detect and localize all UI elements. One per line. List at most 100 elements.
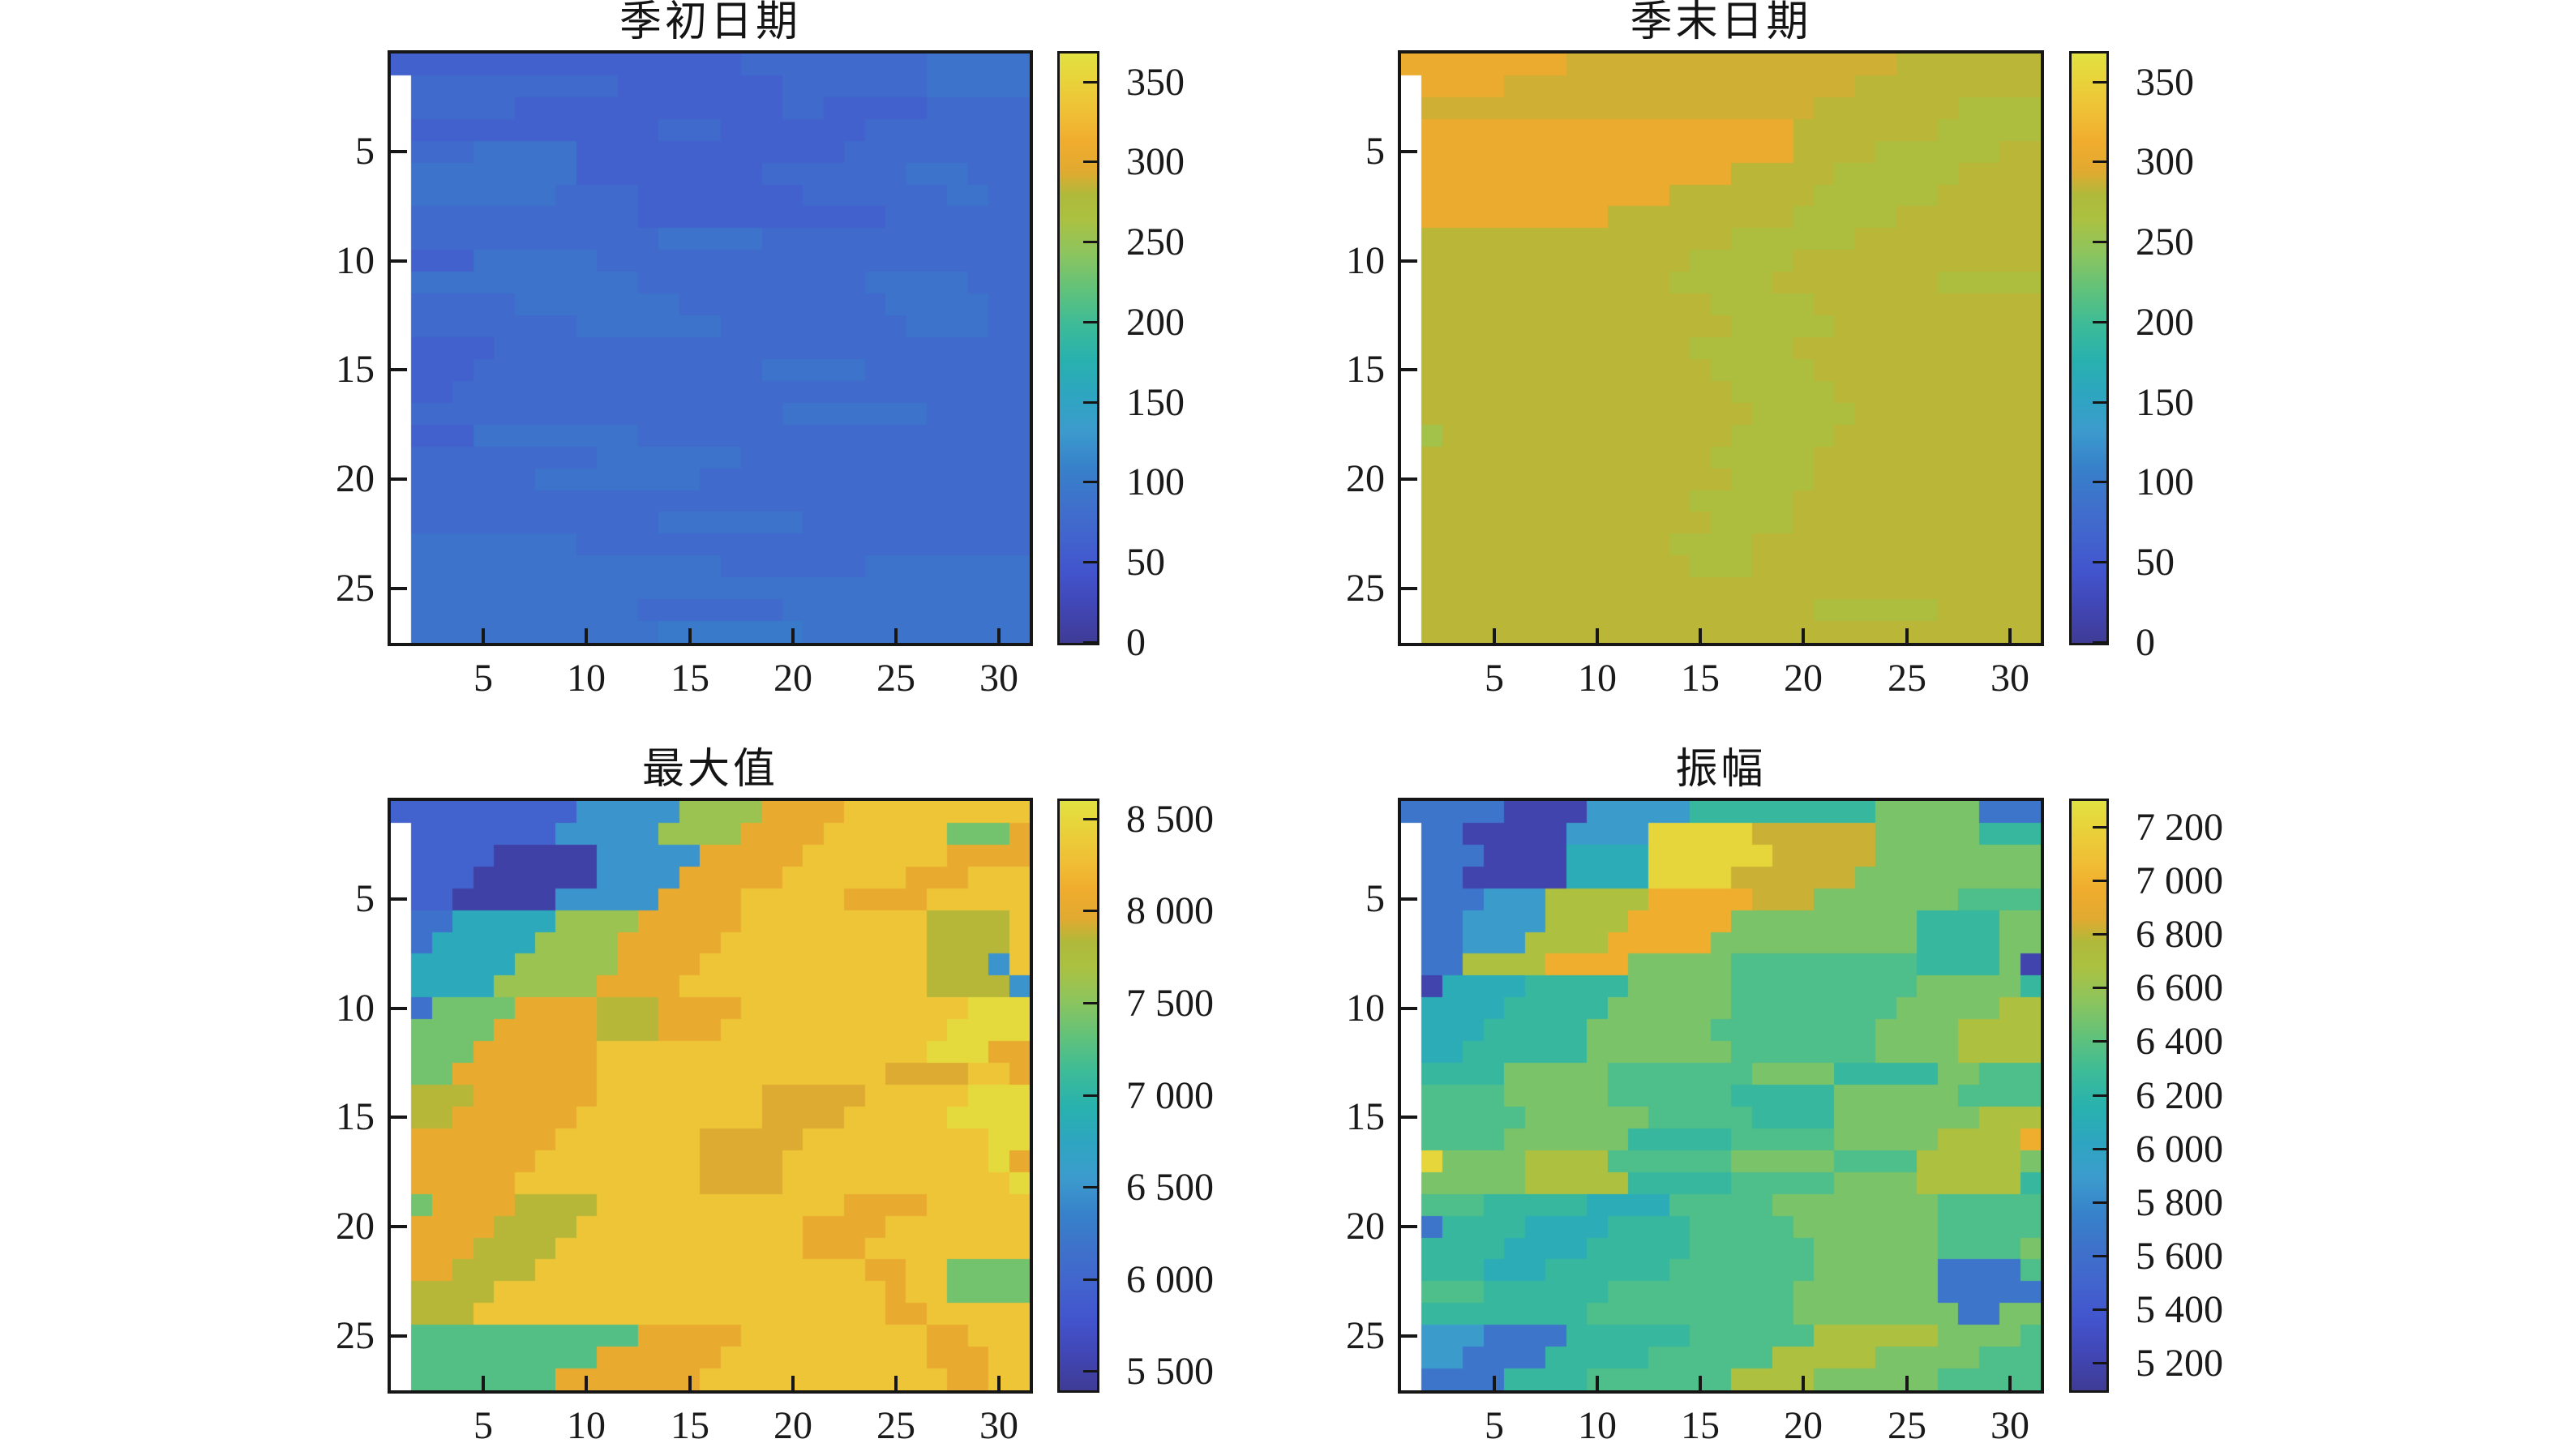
x-axis-tick	[1596, 1376, 1599, 1390]
x-tick-label: 25	[876, 1404, 915, 1447]
colorbar-tick	[1083, 241, 1097, 243]
colorbar-tick	[2093, 321, 2106, 323]
y-axis-tick	[1401, 587, 1417, 590]
colorbar-tick	[1083, 910, 1097, 912]
y-axis-tick	[1401, 897, 1417, 901]
colorbar-tick-label: 7 200	[2136, 806, 2223, 849]
y-tick-label: 20	[336, 457, 375, 500]
heatmap-cells-canvas	[391, 54, 1030, 643]
colorbar-tick	[1083, 161, 1097, 163]
colorbar-tick-label: 7 000	[1126, 1074, 1214, 1117]
x-tick-label: 30	[979, 1404, 1018, 1447]
y-axis-tick	[391, 587, 407, 590]
colorbar	[1057, 51, 1099, 645]
colorbar-tick	[1083, 1370, 1097, 1372]
y-axis-tick	[1401, 259, 1417, 263]
x-axis-tick	[894, 1376, 898, 1390]
colorbar-tick	[2093, 880, 2106, 882]
colorbar-tick-label: 6 400	[2136, 1020, 2223, 1063]
x-axis-tick	[791, 1376, 795, 1390]
x-axis-tick	[2008, 1376, 2012, 1390]
colorbar-tick-label: 200	[2136, 301, 2194, 344]
colorbar-tick	[2093, 241, 2106, 243]
x-axis-tick	[997, 1376, 1001, 1390]
colorbar-tick	[2093, 933, 2106, 936]
y-axis-tick	[391, 259, 407, 263]
y-axis-tick	[391, 1116, 407, 1119]
colorbar-tick-label: 7 000	[2136, 859, 2223, 902]
colorbar-tick-label: 5 200	[2136, 1342, 2223, 1385]
colorbar-tick-label: 250	[2136, 221, 2194, 263]
colorbar-tick	[1083, 401, 1097, 404]
x-tick-label: 5	[474, 1404, 493, 1447]
colorbar-tick-label: 300	[2136, 140, 2194, 183]
y-axis-tick	[1401, 1007, 1417, 1010]
x-tick-label: 10	[1578, 657, 1617, 700]
x-tick-label: 10	[1578, 1404, 1617, 1447]
colorbar-tick-label: 250	[1126, 221, 1185, 263]
colorbar-tick-label: 350	[1126, 61, 1185, 104]
colorbar-tick	[2093, 641, 2106, 644]
x-axis-tick	[482, 1376, 485, 1390]
colorbar-tick-label: 5 600	[2136, 1235, 2223, 1278]
x-tick-label: 25	[876, 657, 915, 700]
colorbar-tick	[1083, 321, 1097, 323]
heatmap-cells-canvas	[1401, 54, 2041, 643]
colorbar-tick-label: 150	[2136, 381, 2194, 424]
colorbar-tick	[2093, 161, 2106, 163]
colorbar-tick-label: 150	[1126, 381, 1185, 424]
x-axis-tick	[2008, 628, 2012, 643]
colorbar-tick	[2093, 1040, 2106, 1043]
y-tick-label: 25	[1346, 1314, 1385, 1357]
colorbar-tick-label: 6 200	[2136, 1074, 2223, 1117]
x-axis-tick	[585, 1376, 588, 1390]
heatmap-area	[1398, 798, 2044, 1394]
y-tick-label: 15	[1346, 348, 1385, 391]
colorbar-tick-label: 5 500	[1126, 1350, 1214, 1393]
colorbar-tick-label: 5 800	[2136, 1181, 2223, 1224]
x-tick-label: 5	[1485, 657, 1504, 700]
plot-title: 最大值	[641, 747, 778, 793]
x-tick-label: 20	[773, 1404, 812, 1447]
x-tick-label: 20	[773, 657, 812, 700]
colorbar-tick-label: 7 500	[1126, 982, 1214, 1025]
colorbar	[2069, 799, 2109, 1393]
colorbar-tick-label: 8 000	[1126, 889, 1214, 932]
x-tick-label: 15	[671, 1404, 709, 1447]
colorbar	[1057, 799, 1099, 1393]
heatmap-area	[1398, 50, 2044, 646]
y-tick-label: 5	[1365, 130, 1385, 173]
y-axis-tick	[1401, 1225, 1417, 1228]
y-axis-tick	[391, 1007, 407, 1010]
plot-title: 季末日期	[1630, 0, 1812, 45]
x-tick-label: 15	[671, 657, 709, 700]
colorbar-tick-label: 0	[1126, 621, 1146, 664]
x-axis-tick	[1493, 1376, 1496, 1390]
colorbar-tick-label: 200	[1126, 301, 1185, 344]
y-tick-label: 25	[1346, 567, 1385, 610]
y-tick-label: 10	[336, 239, 375, 282]
x-axis-tick	[1802, 1376, 1805, 1390]
colorbar-tick	[1083, 1278, 1097, 1281]
x-tick-label: 10	[567, 657, 606, 700]
y-axis-tick	[391, 1225, 407, 1228]
colorbar-tick	[2093, 1362, 2106, 1364]
y-tick-label: 20	[336, 1205, 375, 1248]
y-axis-tick	[1401, 150, 1417, 153]
colorbar-tick	[2093, 401, 2106, 404]
x-axis-tick	[791, 628, 795, 643]
heatmap-area	[388, 50, 1033, 646]
colorbar-tick-label: 5 400	[2136, 1288, 2223, 1331]
colorbar-tick-label: 50	[1126, 541, 1165, 584]
y-axis-tick	[391, 1334, 407, 1338]
heatmap-cells-canvas	[391, 801, 1030, 1390]
y-tick-label: 5	[355, 877, 375, 920]
colorbar-tick	[2093, 1255, 2106, 1257]
colorbar-tick	[1083, 1002, 1097, 1004]
colorbar-tick	[2093, 1201, 2106, 1204]
x-axis-tick	[1699, 1376, 1702, 1390]
x-axis-tick	[997, 628, 1001, 643]
colorbar-tick	[2093, 481, 2106, 483]
x-axis-tick	[1905, 1376, 1909, 1390]
